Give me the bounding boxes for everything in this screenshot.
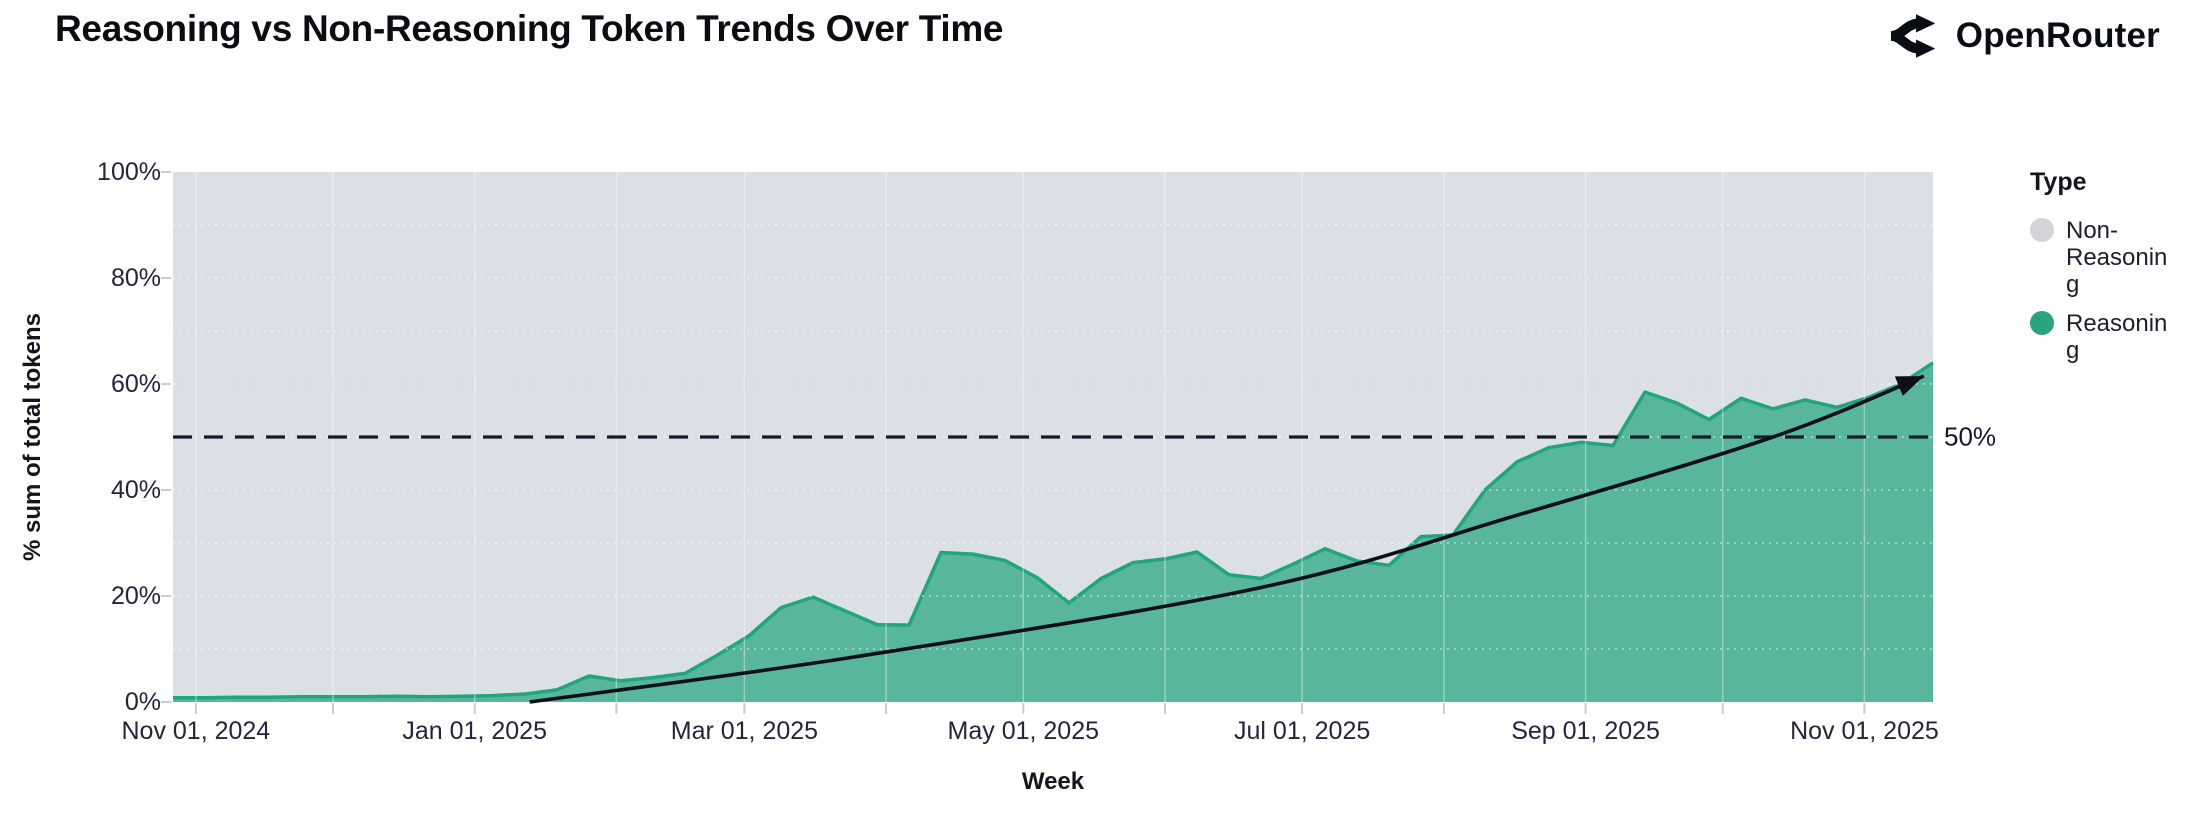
x-tick-label: May 01, 2025 (947, 717, 1100, 745)
y-axis-title: % sum of total tokens (19, 312, 46, 562)
page-title: Reasoning vs Non-Reasoning Token Trends … (55, 8, 1004, 49)
trend-arrow-head (1894, 376, 1924, 396)
legend: Type Non-Reasoning Reasoning (2030, 168, 2200, 376)
x-tick-label: Nov 01, 2025 (1790, 717, 1939, 745)
legend-item-non-reasoning[interactable]: Non-Reasoning (2030, 217, 2200, 298)
area-reasoning[interactable] (173, 362, 1933, 702)
trend-arrow-curve (529, 374, 1925, 704)
area-reasoning-outline (173, 361, 1934, 700)
y-tick-label: 100% (97, 158, 161, 186)
openrouter-logo-icon (1890, 14, 1936, 58)
x-tick-label: Nov 01, 2024 (121, 717, 271, 745)
legend-label-non-reasoning: Non-Reasoning (2066, 217, 2168, 298)
x-tick-label: Jul 01, 2025 (1234, 717, 1371, 745)
y-tick-label: 60% (110, 370, 161, 398)
brand-name: OpenRouter (1955, 16, 2160, 55)
fifty-percent-annotation: 50% (1944, 421, 1997, 452)
legend-item-reasoning[interactable]: Reasoning (2030, 310, 2200, 364)
y-tick-label: 20% (110, 582, 161, 610)
x-axis-title: Week (1021, 768, 1085, 795)
brand[interactable]: OpenRouter (1888, 6, 2160, 66)
legend-swatch-non-reasoning (2030, 218, 2054, 242)
y-tick-label: 80% (110, 264, 161, 292)
x-tick-label: Mar 01, 2025 (670, 717, 819, 745)
legend-label-reasoning: Reasoning (2066, 310, 2168, 364)
y-tick-label: 40% (110, 476, 161, 504)
x-tick-label: Jan 01, 2025 (402, 717, 547, 745)
y-tick-label: 0% (124, 688, 161, 716)
legend-title: Type (2030, 168, 2087, 196)
legend-swatch-reasoning (2030, 311, 2054, 335)
x-tick-label: Sep 01, 2025 (1511, 717, 1660, 745)
